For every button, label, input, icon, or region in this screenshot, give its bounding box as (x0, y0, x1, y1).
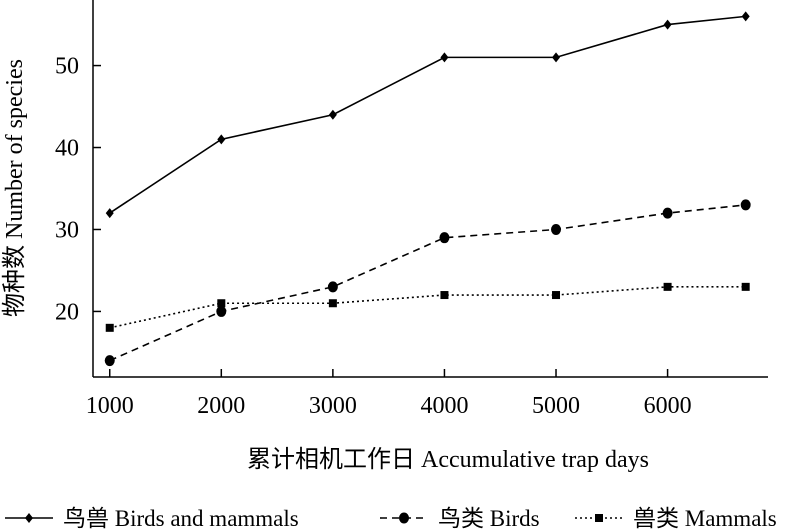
data-point (662, 207, 673, 219)
data-point (216, 305, 227, 317)
x-tick-label: 6000 (644, 393, 692, 419)
y-tick-label: 50 (55, 54, 79, 80)
series-line (109, 204, 746, 362)
legend-marker (25, 513, 33, 523)
data-point (552, 291, 561, 300)
legend-item: 鸟类 Birds (380, 506, 540, 531)
y-tick-label: 30 (55, 217, 79, 243)
data-point (552, 52, 561, 63)
data-point (551, 223, 562, 235)
y-tick-label: 20 (55, 299, 79, 325)
x-tick-label: 3000 (309, 393, 357, 419)
y-tick-label: 40 (55, 136, 79, 162)
data-point (440, 291, 449, 300)
y-ticks: 20 30 40 50 (55, 54, 101, 325)
data-point (105, 323, 114, 332)
data-point (439, 232, 450, 244)
y-axis-label: 物种数 Number of species (1, 59, 28, 317)
legend-marker (399, 512, 409, 524)
data-point (328, 109, 337, 120)
axes (92, 0, 768, 378)
data-point (663, 19, 672, 30)
x-axis-label: 累计相机工作日 Accumulative trap days (247, 446, 649, 473)
legend-marker (595, 514, 603, 522)
x-ticks: 1000 2000 3000 4000 5000 6000 (86, 369, 692, 419)
series-line (109, 15, 746, 214)
x-tick-label: 2000 (197, 393, 245, 419)
legend-label: 兽类 Mammals (633, 506, 777, 531)
legend-item: 鸟兽 Birds and mammals (5, 506, 299, 531)
data-point (327, 281, 338, 293)
series-0 (105, 11, 750, 219)
legend-label: 鸟兽 Birds and mammals (63, 506, 299, 531)
legend: 鸟兽 Birds and mammals 鸟类 Birds 兽类 Mammals (5, 506, 777, 531)
data-point (741, 282, 750, 291)
data-point (440, 52, 449, 63)
data-point (217, 134, 226, 145)
legend-label: 鸟类 Birds (438, 506, 540, 531)
x-tick-label: 5000 (532, 393, 580, 419)
data-point (663, 282, 672, 291)
data-point (217, 299, 226, 308)
series-2 (105, 282, 750, 332)
legend-item: 兽类 Mammals (575, 506, 777, 531)
data-point (105, 208, 114, 219)
data-point (328, 299, 337, 308)
data-point (104, 355, 115, 367)
x-tick-label: 4000 (420, 393, 468, 419)
data-point (741, 11, 750, 22)
x-tick-label: 1000 (86, 393, 134, 419)
series-1 (104, 199, 751, 367)
data-point (740, 199, 751, 211)
series-line (109, 286, 746, 329)
series-group (104, 11, 751, 367)
